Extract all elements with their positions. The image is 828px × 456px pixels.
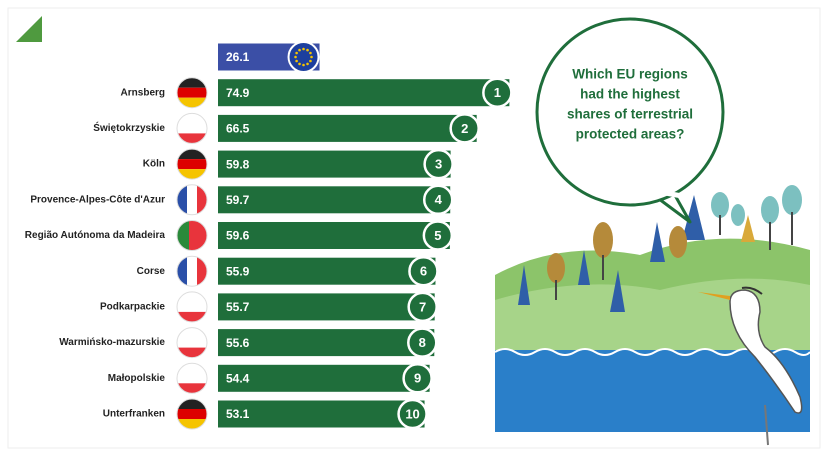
category-label: Świętokrzyskie xyxy=(93,121,165,134)
rank-label: 2 xyxy=(461,121,468,136)
eu-star xyxy=(306,62,309,66)
bar xyxy=(218,114,477,142)
rank-badge xyxy=(422,220,454,251)
value-label: 54.4 xyxy=(226,371,250,385)
rank-badge xyxy=(423,148,454,180)
title-line: shares of terrestrial xyxy=(567,107,693,122)
eu-star xyxy=(298,62,301,66)
eu-star xyxy=(309,51,312,55)
eu-flag xyxy=(287,41,320,73)
landscape xyxy=(494,185,811,446)
bar xyxy=(218,222,450,249)
rank-label: 7 xyxy=(419,299,426,314)
flag xyxy=(177,363,207,394)
rank-badge xyxy=(449,113,480,144)
rank-badge xyxy=(407,291,438,323)
flag-ring xyxy=(176,291,208,323)
bar xyxy=(218,400,425,428)
flag-ring xyxy=(176,327,208,359)
rank-label: 4 xyxy=(435,192,443,207)
bar xyxy=(218,293,435,321)
bar xyxy=(218,329,435,357)
flag xyxy=(177,291,207,322)
speech-bubble xyxy=(535,17,725,224)
rank-label: 6 xyxy=(420,264,427,279)
eu-star xyxy=(294,55,297,59)
category-label: Corse xyxy=(137,266,166,277)
title-line: had the highest xyxy=(580,87,680,102)
flag-ring xyxy=(176,398,208,430)
rank-label: 10 xyxy=(405,406,419,421)
flag-ring xyxy=(176,362,208,394)
rank-badge xyxy=(407,327,438,358)
eu-star xyxy=(309,59,312,63)
flag-ring xyxy=(176,77,208,109)
rank-badge xyxy=(402,363,433,394)
category-label: Małopolskie xyxy=(108,373,166,384)
flag-ring xyxy=(176,220,208,251)
rank-label: 9 xyxy=(414,371,421,386)
category-label: Provence-Alpes-Côte d'Azur xyxy=(30,194,165,205)
bar xyxy=(218,257,436,285)
rank-label: 1 xyxy=(494,85,501,100)
flag xyxy=(177,184,207,215)
bar xyxy=(218,186,451,214)
flag-ring xyxy=(176,255,208,287)
value-label: 55.7 xyxy=(226,300,250,314)
flag xyxy=(177,327,207,358)
category-label: Köln xyxy=(143,159,165,170)
flag xyxy=(177,399,207,429)
value-label: 53.1 xyxy=(226,407,250,421)
value-label: 55.6 xyxy=(226,336,250,350)
value-label: 59.7 xyxy=(226,193,250,207)
category-label: Região Autónoma da Madeira xyxy=(25,230,166,241)
rank-label: 8 xyxy=(419,335,426,350)
bar xyxy=(218,150,451,178)
eu-star xyxy=(310,55,313,59)
value-label: 59.6 xyxy=(226,229,250,243)
title-line: Which EU regions xyxy=(572,67,688,82)
flag xyxy=(177,149,207,180)
category-label: Warmińsko-mazurskie xyxy=(59,337,165,348)
value-label: 55.9 xyxy=(226,264,250,278)
value-label: 66.5 xyxy=(226,122,250,136)
rank-badge xyxy=(408,255,439,287)
flag xyxy=(177,113,207,144)
value-label: 26.1 xyxy=(226,50,250,64)
rank-label: 3 xyxy=(435,157,442,172)
flag-ring xyxy=(176,184,208,216)
flag xyxy=(177,77,207,108)
bar xyxy=(218,364,430,392)
bar xyxy=(218,79,510,107)
title-line: protected areas? xyxy=(576,127,685,142)
eu-star xyxy=(302,47,305,51)
eu-star xyxy=(306,48,309,52)
flag-ring xyxy=(176,148,208,180)
category-label: Podkarpackie xyxy=(100,302,165,313)
value-label: 59.8 xyxy=(226,157,250,171)
corner-mark xyxy=(16,16,42,42)
flag xyxy=(177,220,207,251)
rank-badge xyxy=(422,184,454,216)
rank-badge xyxy=(482,77,513,108)
rank-badge xyxy=(397,398,428,430)
category-label: Arnsberg xyxy=(121,87,165,98)
eu-star xyxy=(295,51,298,55)
eu-star xyxy=(302,63,305,67)
value-label: 74.9 xyxy=(226,86,250,100)
rank-label: 5 xyxy=(434,228,441,243)
flag xyxy=(177,256,207,287)
flag-ring xyxy=(176,112,208,144)
category-label: Unterfranken xyxy=(103,409,165,420)
eu-star xyxy=(298,48,301,52)
eu-star xyxy=(295,59,298,63)
